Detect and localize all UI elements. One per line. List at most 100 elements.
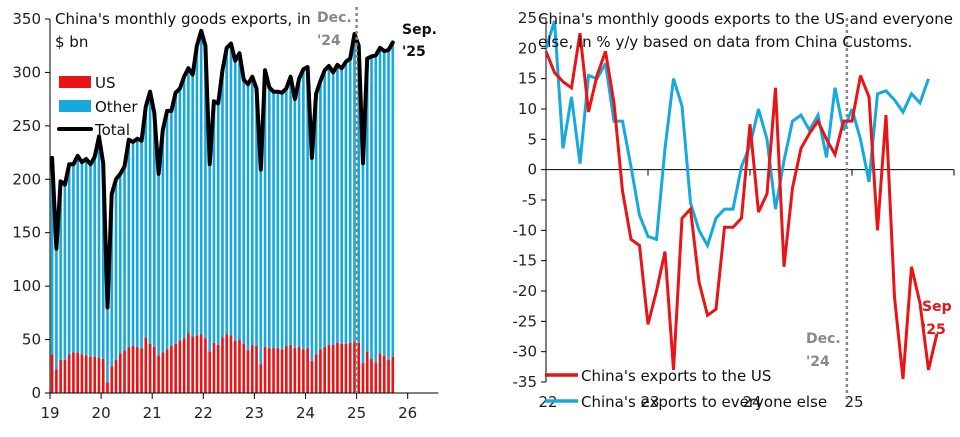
- bar-us: [319, 349, 322, 393]
- bar-us: [340, 343, 344, 393]
- bar-us: [187, 333, 190, 393]
- bar-us: [242, 343, 246, 393]
- bar-other: [323, 70, 326, 348]
- bar-us: [212, 342, 216, 393]
- bar-other: [267, 87, 271, 349]
- left-title-line-2: $ bn: [55, 33, 88, 51]
- bar-other: [55, 248, 58, 370]
- bar-other: [153, 113, 156, 348]
- bar-other: [72, 164, 75, 353]
- y-tick-label: 200: [12, 170, 41, 188]
- bar-other: [387, 49, 390, 360]
- bar-other: [63, 184, 67, 360]
- bar-other: [208, 164, 212, 352]
- bar-us: [114, 359, 118, 393]
- bar-us: [165, 349, 169, 393]
- left-bars: [50, 30, 395, 393]
- bar-us: [374, 363, 378, 393]
- bar-us: [182, 338, 186, 393]
- bar-us: [178, 340, 182, 393]
- bar-other: [59, 181, 62, 360]
- bar-other: [259, 169, 263, 365]
- left-dec24-label-line-1: Dec.: [317, 10, 352, 26]
- legend-label-total: Total: [94, 121, 130, 139]
- x-tick-label: 22: [194, 404, 213, 422]
- bar-other: [229, 43, 233, 336]
- bar-other: [50, 157, 54, 355]
- bar-us: [336, 342, 339, 393]
- bar-other: [336, 64, 339, 343]
- bar-us: [157, 355, 160, 393]
- bar-us: [225, 334, 229, 393]
- bar-us: [306, 348, 309, 393]
- bar-us: [191, 336, 194, 393]
- bar-us: [67, 354, 71, 393]
- bar-other: [106, 307, 109, 383]
- bar-other: [344, 61, 348, 344]
- bar-us: [135, 347, 139, 393]
- bar-other: [391, 42, 395, 357]
- bar-us: [387, 359, 390, 393]
- y-tick-label: -10: [513, 221, 538, 239]
- bar-us: [72, 352, 75, 393]
- bar-other: [276, 91, 280, 349]
- bar-us: [110, 366, 114, 393]
- bar-other: [76, 155, 79, 353]
- bar-other: [340, 68, 344, 344]
- bar-other: [306, 67, 309, 349]
- bar-us: [63, 359, 67, 393]
- bar-us: [161, 352, 165, 393]
- bar-other: [80, 162, 84, 355]
- legend-label-other-line: China's exports to everyone else: [581, 393, 827, 411]
- bar-other: [182, 76, 186, 339]
- bar-other: [285, 88, 288, 346]
- bar-other: [165, 110, 169, 350]
- bar-other: [161, 130, 165, 353]
- x-tick-label: 23: [640, 393, 659, 411]
- right-sep25-label-line-2: '25: [922, 322, 946, 338]
- bar-us: [208, 351, 212, 393]
- bar-us: [170, 345, 173, 393]
- y-tick-label: 15: [518, 70, 537, 88]
- bar-other: [370, 56, 373, 359]
- bar-us: [101, 358, 105, 393]
- bar-us: [246, 350, 250, 393]
- left-dec24-label-line-2: '24: [317, 33, 341, 49]
- bar-other: [289, 76, 292, 345]
- y-tick-label: -5: [522, 191, 537, 209]
- y-tick-label: -20: [513, 282, 538, 300]
- left-title-line-1: China's monthly goods exports, in: [55, 10, 311, 28]
- right-legend: China's exports to the US China's export…: [545, 367, 827, 411]
- bar-us: [289, 344, 292, 393]
- bar-us: [370, 358, 373, 393]
- y-tick-label: -30: [513, 343, 538, 361]
- left-sep25-label-line-1: Sep.: [402, 22, 437, 38]
- bar-other: [331, 72, 335, 345]
- bar-us: [348, 342, 352, 393]
- bar-other: [365, 58, 369, 352]
- x-tick-label: 24: [296, 404, 315, 422]
- bar-other: [118, 173, 122, 354]
- bar-other: [246, 84, 250, 351]
- bar-other: [348, 58, 352, 343]
- y-tick-label: 300: [12, 63, 41, 81]
- bar-us: [84, 355, 88, 393]
- x-tick-label: 20: [92, 404, 111, 422]
- bar-us: [267, 348, 271, 393]
- x-tick-label: 24: [742, 393, 761, 411]
- bar-other: [170, 110, 173, 346]
- y-tick-label: 20: [518, 39, 537, 57]
- right-title-line-1: China's monthly goods exports to the US …: [538, 10, 953, 28]
- bar-other: [89, 164, 92, 357]
- bar-other: [297, 78, 301, 348]
- bar-other: [212, 101, 216, 343]
- bar-us: [50, 354, 54, 393]
- bar-us: [59, 359, 62, 393]
- bar-other: [148, 91, 152, 344]
- bar-other: [191, 74, 194, 337]
- bar-us: [310, 360, 314, 393]
- bar-us: [76, 352, 79, 393]
- legend-label-us: US: [95, 74, 116, 92]
- bar-us: [378, 353, 382, 393]
